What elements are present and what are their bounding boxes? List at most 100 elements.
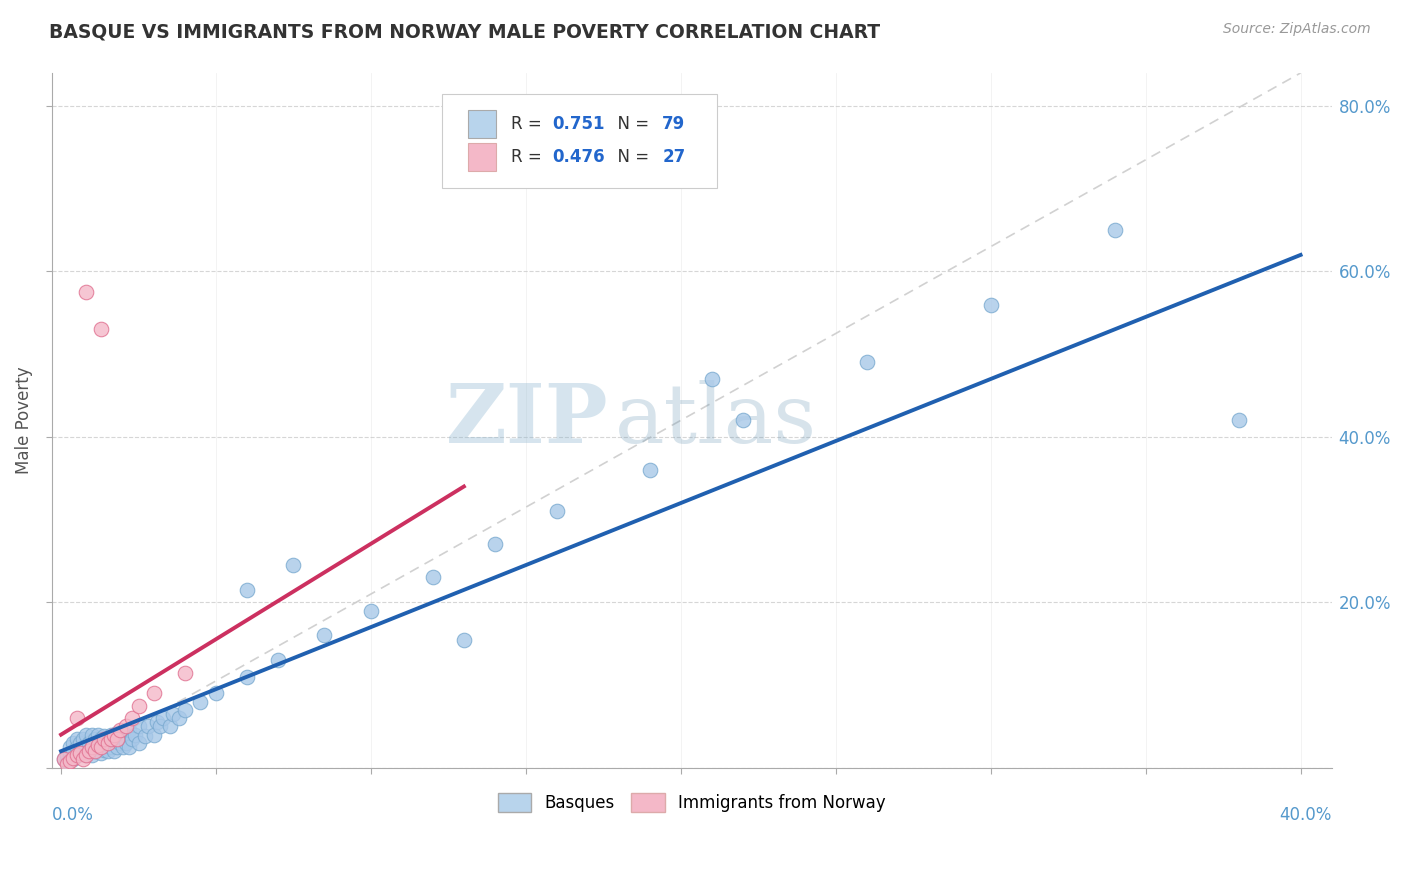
- Text: BASQUE VS IMMIGRANTS FROM NORWAY MALE POVERTY CORRELATION CHART: BASQUE VS IMMIGRANTS FROM NORWAY MALE PO…: [49, 22, 880, 41]
- Point: [103, 728, 125, 742]
- Point: [283, 558, 305, 572]
- Point: [75, 748, 97, 763]
- Point: [174, 665, 197, 680]
- Point: [65, 711, 87, 725]
- Point: [65, 739, 87, 754]
- Point: [236, 670, 259, 684]
- Point: [143, 686, 166, 700]
- Bar: [468, 143, 496, 171]
- Point: [121, 731, 143, 746]
- Point: [96, 734, 118, 748]
- Point: [190, 694, 212, 708]
- Point: [93, 742, 115, 756]
- Bar: [468, 110, 496, 137]
- Point: [59, 746, 82, 760]
- Point: [90, 746, 112, 760]
- Point: [134, 729, 156, 743]
- Point: [87, 739, 110, 754]
- Point: [69, 746, 91, 760]
- Point: [146, 715, 169, 730]
- Point: [115, 736, 138, 750]
- Point: [1104, 223, 1126, 237]
- Point: [69, 744, 91, 758]
- Point: [53, 752, 76, 766]
- Point: [700, 372, 723, 386]
- Point: [65, 748, 87, 763]
- Point: [152, 711, 174, 725]
- Point: [87, 738, 110, 752]
- Point: [731, 413, 754, 427]
- Point: [93, 731, 115, 746]
- Text: N =: N =: [607, 148, 655, 166]
- Text: 0.476: 0.476: [553, 148, 605, 166]
- Point: [56, 756, 79, 771]
- Point: [72, 739, 94, 754]
- Point: [90, 739, 112, 754]
- Point: [111, 726, 134, 740]
- Point: [980, 297, 1002, 311]
- Point: [62, 744, 84, 758]
- Point: [84, 731, 107, 746]
- Point: [77, 744, 100, 758]
- FancyBboxPatch shape: [441, 94, 717, 187]
- Point: [90, 731, 112, 746]
- Text: 0.751: 0.751: [553, 115, 605, 133]
- Text: 79: 79: [662, 115, 686, 133]
- Point: [80, 739, 103, 754]
- Point: [422, 570, 444, 584]
- Point: [124, 728, 146, 742]
- Point: [159, 719, 181, 733]
- Point: [75, 739, 97, 754]
- Point: [105, 731, 128, 746]
- Point: [96, 736, 118, 750]
- Legend: Basques, Immigrants from Norway: Basques, Immigrants from Norway: [491, 786, 893, 819]
- Point: [128, 736, 150, 750]
- Point: [100, 728, 122, 742]
- Point: [100, 739, 122, 754]
- Point: [72, 731, 94, 746]
- Point: [96, 744, 118, 758]
- Point: [174, 703, 197, 717]
- Point: [77, 744, 100, 758]
- Point: [115, 719, 138, 733]
- Text: Source: ZipAtlas.com: Source: ZipAtlas.com: [1223, 22, 1371, 37]
- Point: [360, 603, 382, 617]
- Point: [80, 728, 103, 742]
- Point: [103, 744, 125, 758]
- Point: [65, 731, 87, 746]
- Point: [100, 731, 122, 746]
- Text: 27: 27: [662, 148, 686, 166]
- Point: [77, 736, 100, 750]
- Point: [75, 748, 97, 763]
- Point: [1227, 413, 1250, 427]
- Point: [855, 355, 877, 369]
- Point: [128, 698, 150, 713]
- Point: [84, 744, 107, 758]
- Point: [453, 632, 475, 647]
- Point: [87, 728, 110, 742]
- Point: [62, 751, 84, 765]
- Point: [236, 582, 259, 597]
- Point: [105, 726, 128, 740]
- Point: [59, 754, 82, 768]
- Point: [69, 736, 91, 750]
- Point: [62, 736, 84, 750]
- Point: [546, 504, 568, 518]
- Point: [118, 739, 141, 754]
- Point: [205, 686, 228, 700]
- Point: [314, 628, 336, 642]
- Point: [84, 744, 107, 758]
- Point: [72, 752, 94, 766]
- Text: N =: N =: [607, 115, 655, 133]
- Point: [53, 752, 76, 766]
- Text: ZIP: ZIP: [446, 380, 609, 460]
- Text: 40.0%: 40.0%: [1279, 805, 1331, 824]
- Point: [75, 285, 97, 300]
- Point: [75, 728, 97, 742]
- Text: 0.0%: 0.0%: [52, 805, 94, 824]
- Point: [111, 739, 134, 754]
- Point: [59, 751, 82, 765]
- Point: [105, 739, 128, 754]
- Point: [162, 706, 184, 721]
- Point: [167, 711, 190, 725]
